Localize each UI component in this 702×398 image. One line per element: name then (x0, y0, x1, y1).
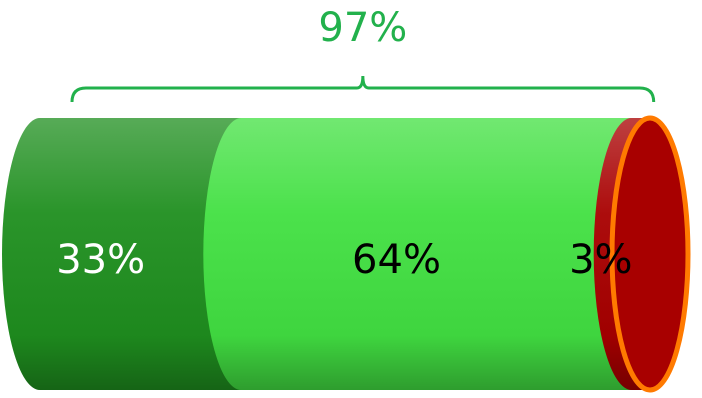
annotation-label: 97% (318, 5, 407, 51)
value-label: 3% (569, 237, 632, 283)
bar-end-face (609, 115, 691, 393)
value-label: 64% (352, 237, 441, 283)
cylinder (2, 115, 691, 393)
bracket (70, 75, 656, 103)
bar-shade (203, 118, 670, 390)
value-label: 33% (56, 237, 145, 283)
labels: 33% 64% 3% 97% (56, 5, 656, 283)
